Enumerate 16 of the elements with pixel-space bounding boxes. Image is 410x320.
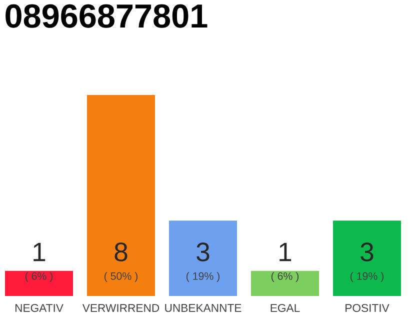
x-tick-label: EGAL (270, 304, 300, 312)
data-label: 1 (34, 242, 46, 262)
annotation: ( 19% ) (186, 272, 220, 282)
x-tick-label: POSITIV (346, 304, 390, 312)
x-tick-label: NEGATIV (15, 304, 64, 312)
annotation: ( 19% ) (350, 272, 384, 282)
annotation: ( 6% ) (271, 272, 299, 282)
data-label: 8 (114, 242, 128, 262)
annotation: ( 50% ) (104, 272, 138, 282)
data-label: 3 (360, 242, 374, 262)
x-tick-label: UNBEKANNTE (165, 304, 242, 312)
annotation: ( 6% ) (25, 272, 53, 282)
x-tick-label: VERWIRREND (82, 304, 160, 312)
data-label: 1 (280, 242, 292, 262)
data-label: 3 (196, 242, 210, 262)
chart-title: 08966877801 (6, 4, 208, 28)
